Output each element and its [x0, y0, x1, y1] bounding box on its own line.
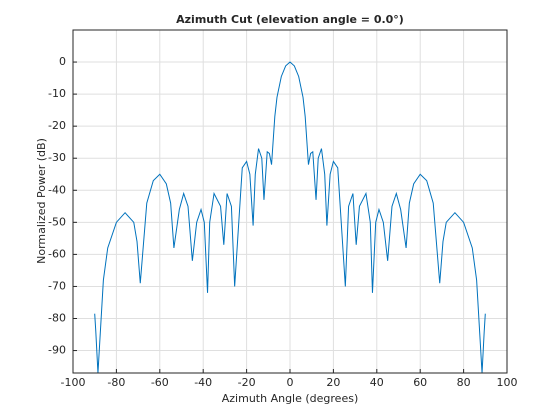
x-tick-label: 0 [287, 376, 294, 389]
y-tick-label: -30 [48, 151, 66, 164]
x-tick-label: -40 [194, 376, 212, 389]
y-axis-label: Normalized Power (dB) [35, 138, 48, 264]
y-tick-label: -50 [48, 215, 66, 228]
chart-title: Azimuth Cut (elevation angle = 0.0°) [176, 13, 404, 26]
y-tick-label: -80 [48, 312, 66, 325]
y-tick-label: 0 [59, 55, 66, 68]
x-tick-label: 100 [497, 376, 518, 389]
x-tick-label: -20 [238, 376, 256, 389]
x-tick-label: 80 [457, 376, 471, 389]
series-line [94, 61, 486, 373]
x-tick-label: 40 [370, 376, 384, 389]
x-tick-label: 20 [326, 376, 340, 389]
y-tick-label: -60 [48, 247, 66, 260]
y-tick-label: -90 [48, 344, 66, 357]
y-tick-label: -40 [48, 183, 66, 196]
x-tick-label: -80 [107, 376, 125, 389]
x-axis-label: Azimuth Angle (degrees) [222, 392, 359, 405]
x-tick-label: 60 [413, 376, 427, 389]
y-tick-label: -20 [48, 119, 66, 132]
y-tick-label: -10 [48, 87, 66, 100]
y-tick-label: -70 [48, 279, 66, 292]
x-tick-label: -60 [151, 376, 169, 389]
x-tick-label: -100 [61, 376, 86, 389]
